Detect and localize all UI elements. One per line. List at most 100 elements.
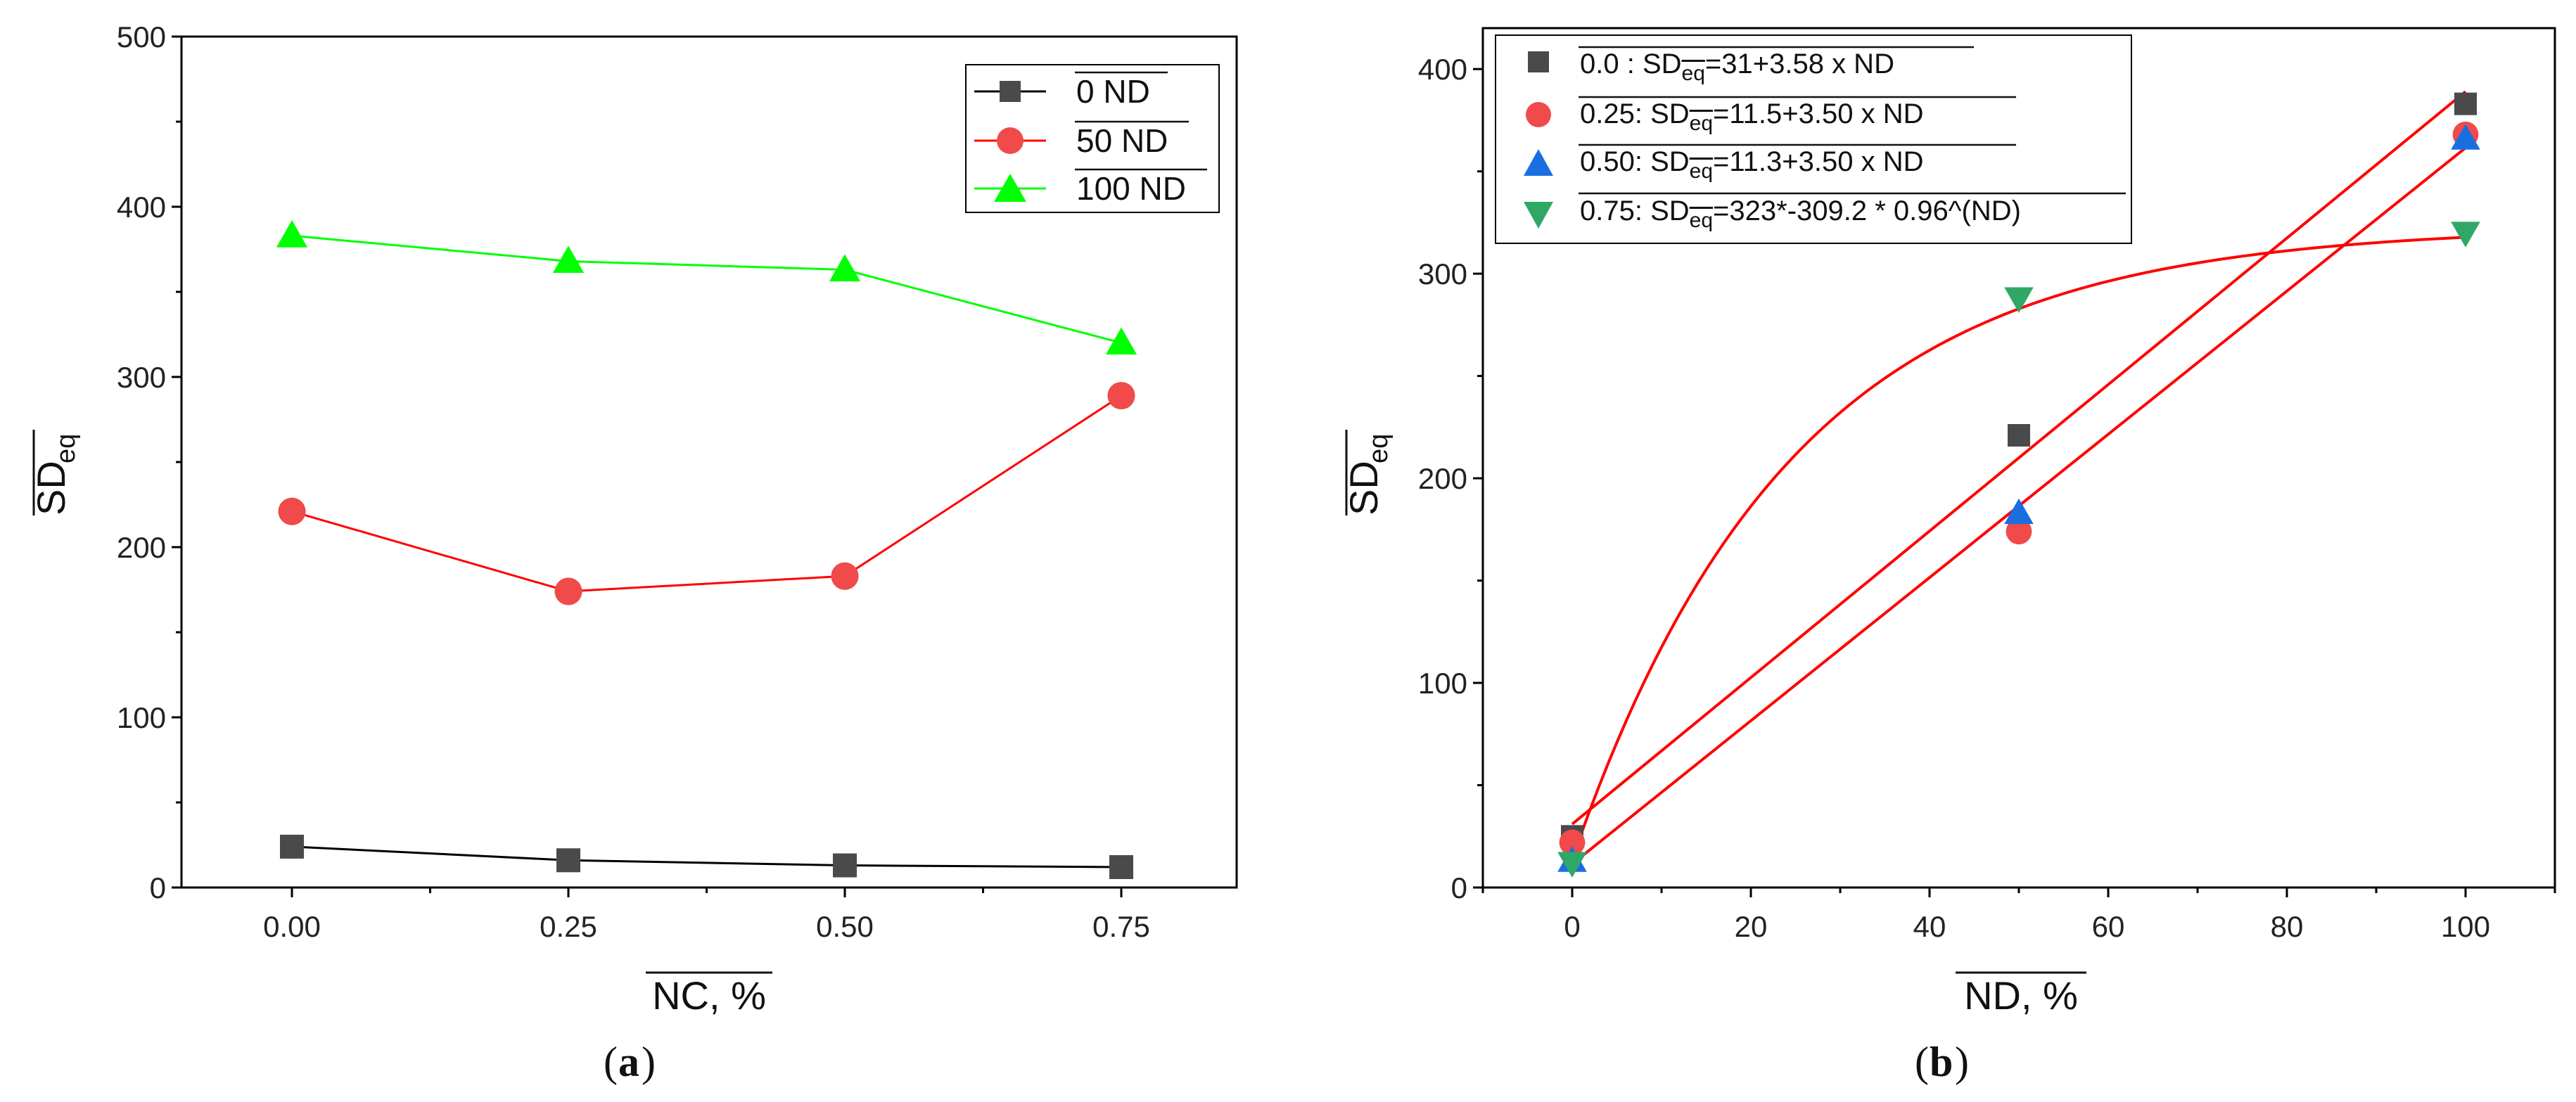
panel-a-legend-label-1: 50 ND [1076,122,1168,159]
panel-a: 0 100 200 300 400 500 0.00 0.25 0.50 0.75 SD eq N… [29,20,1238,1085]
panel-b-label-letter: b [1930,1039,1953,1085]
panel-a-series-lines [291,234,1122,869]
legend-label-sub: eq [1690,160,1713,183]
panel-b-markers [1557,92,2480,878]
panel-b-legend-box [1495,34,2132,244]
panel-a-series-1-point [554,577,582,606]
panel-b-y-axis-title-sub: eq [1364,434,1394,463]
panel-b-legend-entry-0: 0.0 : SDeq=31+3.58 x ND [1528,46,1974,85]
panel-b-y-axis-title: SD eq [1341,430,1394,515]
panel-b-x-tick-label: 100 [2441,910,2490,943]
panel-a-ticks: 0 100 200 300 400 500 0.00 0.25 0.50 0.75 [117,20,1150,943]
legend-label-pre: 0.25: SD [1580,98,1690,129]
legend-label-pre: 0.75: SD [1580,196,1690,226]
panel-b: 0 100 200 300 400 0 20 40 60 80 100 SD eq ND, % 0.… [1341,27,2556,1085]
panel-b-y-axis-title-main: SD [1341,461,1386,515]
panel-a-series-line-0 [291,845,1122,869]
legend-triangle-marker [1524,149,1553,176]
panel-b-y-tick-label: 200 [1418,462,1467,495]
panel-b-fit-line-0 [1571,90,2467,826]
panel-a-legend-entry-0: 0 ND [974,71,1168,110]
legend-triangle-marker [994,174,1026,202]
panel-a-x-tick-label: 0.25 [540,910,597,943]
panel-a-series-1-point [1107,382,1135,410]
panel-b-label: ( b ) [1915,1039,1969,1085]
panel-b-legend-entry-2: 0.50: SDeq=11.3+3.50 x ND [1524,143,2016,183]
panel-a-label-letter: a [618,1039,639,1085]
legend-label-sub: eq [1690,209,1713,232]
panel-b-legend-entry-1: 0.25: SDeq=11.5+3.50 x ND [1526,96,2016,135]
panel-b-series-0-point [2454,92,2477,115]
panel-b-series-3-point [1557,852,1587,878]
panel-a-label-close-paren: ) [642,1039,656,1085]
panel-b-y-tick-label: 400 [1418,53,1467,86]
panel-a-x-tick-label: 0.75 [1092,910,1150,943]
legend-circle-marker [997,127,1024,154]
legend-label-post: =31+3.58 x ND [1705,49,1894,79]
panel-b-label-open-paren: ( [1915,1039,1929,1085]
panel-b-series-2-point [2004,498,2034,525]
legend-label-post: =323*-309.2 * 0.96^(ND) [1713,196,2021,226]
panel-b-series-1-point [1559,829,1586,856]
panel-a-y-axis-title: SD eq [29,430,81,515]
legend-label-post: =11.3+3.50 x ND [1713,146,1923,177]
panel-b-legend-label-3: 0.75: SDeq=323*-309.2 * 0.96^(ND) [1580,196,2021,232]
panel-a-series-2-point [276,220,308,248]
legend-square-marker [1000,81,1021,102]
panel-b-x-tick-label: 0 [1564,910,1580,943]
panel-b-x-tick-label: 20 [1735,910,1768,943]
panel-a-y-tick-label: 500 [117,20,166,53]
panel-a-label: ( a ) [604,1039,656,1085]
panel-b-x-tick-label: 60 [2092,910,2125,943]
panel-b-series-3-point [2004,287,2034,313]
panel-a-y-tick-label: 400 [117,191,166,224]
legend-label-sub: eq [1682,62,1705,85]
panel-a-y-axis-title-main: SD [29,461,73,515]
panel-b-legend-entry-3: 0.75: SDeq=323*-309.2 * 0.96^(ND) [1524,192,2126,232]
panel-b-series-2-point [2451,124,2480,150]
legend-label-pre: 0.0 : SD [1580,49,1682,79]
panel-a-x-tick-label: 0.50 [816,910,874,943]
panel-a-legend-entry-1: 50 ND [974,120,1189,159]
panel-a-series-1-point [831,562,859,590]
panel-a-y-axis-title-sub: eq [51,434,81,463]
panel-b-label-close-paren: ) [1955,1039,1969,1085]
panel-b-legend: 0.0 : SDeq=31+3.58 x ND 0.25: SDeq=11.5+… [1495,34,2132,244]
panel-a-x-axis-title: NC, % [646,971,772,1018]
panel-a-series-line-1 [291,395,1122,593]
panel-a-legend-entry-2: 100 ND [974,168,1207,207]
legend-triangle-down-marker [1524,202,1553,229]
legend-circle-marker [1526,102,1551,127]
panel-b-y-tick-label: 300 [1418,257,1467,290]
panel-a-series-2-point [1105,327,1137,355]
legend-label-sub: eq [1690,112,1713,135]
panel-a-legend-label-2: 100 ND [1076,170,1186,207]
panel-b-x-axis-title-text: ND, % [1964,973,2078,1018]
panel-a-series-0-point [280,834,304,859]
panel-a-series-0-point [556,848,580,873]
panel-a-y-tick-label: 300 [117,361,166,394]
panel-a-x-axis-title-text: NC, % [652,973,766,1018]
legend-label-post: =11.5+3.50 x ND [1713,98,1923,129]
panel-a-legend: 0 ND 50 ND 100 ND [965,64,1220,213]
panel-a-y-tick-label: 0 [150,871,166,904]
panel-b-series-3-point [2451,222,2480,248]
panel-a-series-0-point [1109,854,1133,879]
panel-b-x-tick-label: 80 [2271,910,2304,943]
panel-a-series-line-2 [291,234,1122,345]
legend-label-pre: 0.50: SD [1580,146,1690,177]
panel-a-series-1-point [278,497,306,525]
panel-a-label-open-paren: ( [604,1039,618,1085]
panel-a-series-2-point [552,245,585,274]
panel-b-y-tick-label: 0 [1451,871,1467,904]
panel-b-legend-label-2: 0.50: SDeq=11.3+3.50 x ND [1580,146,1923,183]
panel-a-y-tick-label: 200 [117,531,166,564]
panel-a-y-tick-label: 100 [117,701,166,734]
panel-b-ticks: 0 100 200 300 400 0 20 40 60 80 100 [1418,53,2556,943]
panel-a-series-2-point [829,254,861,282]
legend-square-marker [1528,51,1549,72]
panel-a-series-0-point [833,853,857,878]
panel-b-x-tick-label: 40 [1913,910,1946,943]
panel-b-series-0-point [2008,423,2030,447]
